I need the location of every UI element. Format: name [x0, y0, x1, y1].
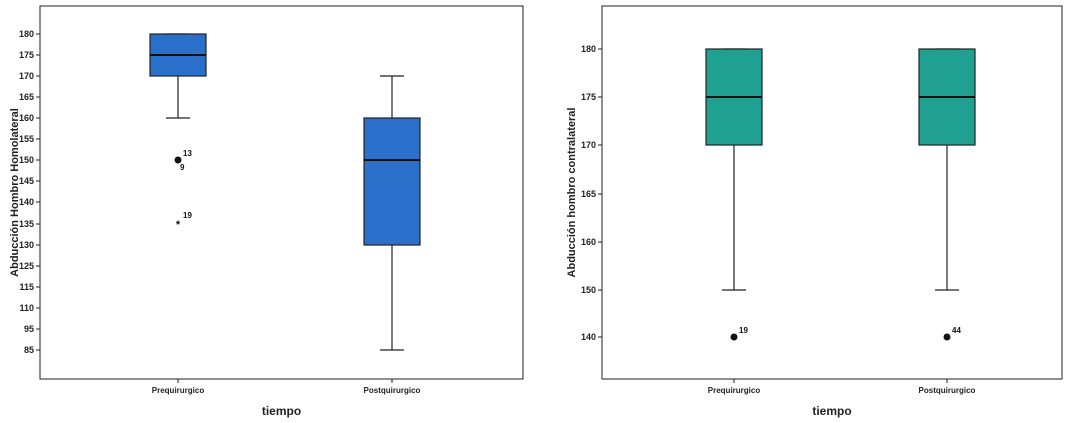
y-tick-label: 165: [19, 92, 34, 102]
y-tick-label: 85: [24, 345, 34, 355]
box-group: [363, 75, 421, 351]
y-tick-label: 160: [19, 113, 34, 123]
box-group: 44: [918, 48, 976, 341]
boxplot-homolateral: 85 95 110 115 125 130 135 140 145 150 155 160 165 170…: [9, 5, 524, 418]
y-axis-title: Abducción hombro contralateral: [566, 108, 578, 278]
y-tick-label: 140: [19, 197, 34, 207]
extreme-label: 19: [183, 211, 192, 220]
outlier-point: [174, 156, 182, 164]
x-tick-label: Postquirurgico: [919, 386, 976, 395]
y-tick-label: 175: [581, 92, 596, 102]
y-tick: 180: [19, 29, 40, 39]
y-tick-label: 175: [19, 50, 34, 60]
y-tick: 135: [19, 219, 40, 229]
y-tick: 125: [19, 261, 40, 271]
y-tick: 155: [19, 134, 40, 144]
outlier-label: 44: [952, 326, 961, 335]
y-tick: 115: [19, 282, 40, 292]
y-tick: 170: [581, 140, 602, 150]
box-group: 13 9 *19: [149, 33, 207, 231]
y-tick: 140: [581, 332, 602, 342]
y-tick-label: 150: [581, 285, 596, 295]
plot-frame: [39, 5, 524, 380]
y-tick-label: 180: [19, 29, 34, 39]
outlier-point: [730, 333, 738, 341]
box: [363, 117, 421, 246]
y-tick-label: 130: [19, 240, 34, 250]
y-tick-label: 160: [581, 237, 596, 247]
outlier-label: 9: [180, 163, 185, 172]
y-tick-label: 115: [19, 282, 34, 292]
y-tick-label: 135: [19, 219, 34, 229]
y-tick: 165: [581, 189, 602, 199]
outlier-point: [943, 333, 951, 341]
x-axis-title: tiempo: [812, 404, 851, 418]
y-tick: 175: [581, 92, 602, 102]
y-tick-label: 170: [581, 140, 596, 150]
y-tick: 140: [19, 197, 40, 207]
y-axis-title: Abducción Hombro Homolateral: [9, 108, 21, 277]
y-tick: 180: [581, 44, 602, 54]
y-tick-label: 145: [19, 176, 34, 186]
y-tick-label: 150: [19, 155, 34, 165]
outlier-label: 13: [183, 149, 192, 158]
y-tick-label: 140: [581, 332, 596, 342]
x-tick-label: Prequirurgico: [708, 386, 761, 395]
x-tick-label: Prequirurgico: [152, 386, 205, 395]
y-tick: 165: [19, 92, 40, 102]
outlier-label: 19: [739, 326, 748, 335]
y-tick-label: 180: [581, 44, 596, 54]
y-tick: 110: [19, 303, 40, 313]
y-tick-label: 165: [581, 189, 596, 199]
y-tick-label: 125: [19, 261, 34, 271]
boxplot-contralateral: 140 150 160 165 170 175 180 Abducción hombro co…: [566, 5, 1063, 418]
y-tick-label: 110: [19, 303, 34, 313]
y-tick: 130: [19, 240, 40, 250]
y-tick-label: 155: [19, 134, 34, 144]
y-tick: 170: [19, 71, 40, 81]
extreme-point: *: [176, 219, 181, 231]
x-tick-label: Postquirurgico: [364, 386, 421, 395]
box-group: 19: [705, 48, 763, 341]
y-tick-label: 170: [19, 71, 34, 81]
y-tick: 85: [24, 345, 40, 355]
y-tick: 160: [19, 113, 40, 123]
y-tick: 150: [19, 155, 40, 165]
plot-frame: [601, 5, 1063, 380]
x-axis-title: tiempo: [262, 404, 301, 418]
y-tick: 145: [19, 176, 40, 186]
y-tick: 160: [581, 237, 602, 247]
y-tick: 95: [24, 324, 40, 334]
y-tick: 150: [581, 285, 602, 295]
y-tick: 175: [19, 50, 40, 60]
y-tick-label: 95: [24, 324, 34, 334]
